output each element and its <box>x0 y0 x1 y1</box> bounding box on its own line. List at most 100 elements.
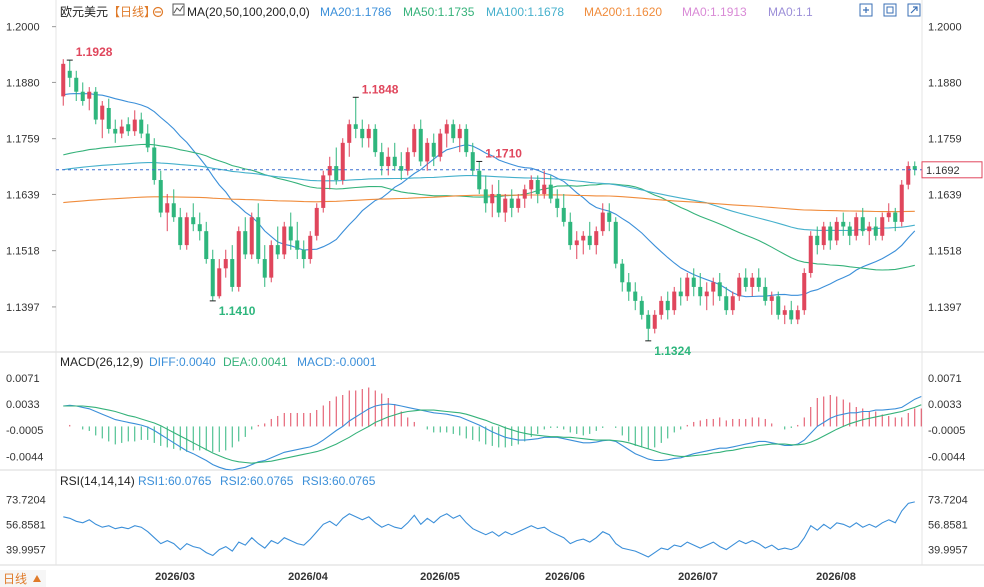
candle <box>210 249 215 301</box>
candle-body <box>236 231 241 287</box>
candle <box>607 203 612 232</box>
candle-body <box>262 259 267 278</box>
candle <box>672 286 677 315</box>
last-price-marker: 1.1692 <box>56 161 983 179</box>
candle <box>451 119 456 143</box>
candle <box>184 212 189 250</box>
candle-body <box>347 124 352 143</box>
indicator-chart-icon[interactable] <box>172 3 185 16</box>
candle <box>425 138 430 171</box>
candle-body <box>860 217 865 232</box>
candle <box>295 221 300 260</box>
candle <box>165 193 170 232</box>
candle <box>906 161 911 190</box>
candle <box>503 193 508 222</box>
candle <box>659 296 664 320</box>
candle <box>912 161 917 176</box>
candle-body <box>275 245 280 255</box>
ma-legend-item: MA100:1.1678 <box>486 5 564 19</box>
candle-body <box>366 128 371 139</box>
candle <box>652 310 657 334</box>
ma-legend-item: MA50:1.1735 <box>403 5 475 19</box>
candle <box>769 291 774 315</box>
period-dropdown-icon[interactable] <box>152 6 164 18</box>
restore-icon[interactable] <box>883 3 897 17</box>
settings-icon[interactable] <box>859 3 873 17</box>
caret-up-icon[interactable] <box>33 575 41 582</box>
ma-title: MA(20,50,100,200,0,0) <box>187 5 310 19</box>
macd-tick-label-right: 0.0071 <box>928 373 962 385</box>
candle-body <box>61 63 66 97</box>
footer-period-button[interactable]: 日线 <box>0 570 46 587</box>
macd-title: MACD(26,12,9) <box>60 355 143 369</box>
candle-body <box>633 291 638 301</box>
time-tick-label: 2026/08 <box>816 571 856 583</box>
candle-body <box>477 170 482 190</box>
candle <box>334 147 339 185</box>
footer-period-label[interactable]: 日线 <box>3 572 27 586</box>
macd-tick-label-left: 0.0033 <box>6 399 40 411</box>
candle <box>568 212 573 250</box>
candle-body <box>217 268 222 297</box>
candle-body <box>230 259 235 287</box>
candle <box>477 161 482 194</box>
candle <box>366 124 371 148</box>
ma-line-ma50 <box>63 143 915 271</box>
maximize-icon[interactable] <box>907 3 921 17</box>
candle <box>386 147 391 176</box>
time-tick-label: 2026/07 <box>678 571 718 583</box>
candle-body <box>555 198 560 208</box>
ma-legend-item: MA0:1.1 <box>768 5 813 19</box>
candle-body <box>737 277 742 297</box>
candle-body <box>80 91 85 102</box>
candle-body <box>548 184 553 199</box>
candle-body <box>646 314 651 329</box>
candle-body <box>165 203 170 213</box>
candle <box>704 282 709 311</box>
candle-body <box>249 217 254 255</box>
candle <box>776 291 781 320</box>
candle-body <box>282 226 287 255</box>
candle-body <box>386 156 391 167</box>
candle <box>256 203 261 264</box>
candle-body <box>418 128 423 162</box>
candle-body <box>854 217 859 236</box>
candle <box>67 60 72 88</box>
candle-body <box>581 235 586 241</box>
candle <box>61 59 66 106</box>
rsi-tick-label-right: 73.7204 <box>928 494 968 506</box>
candle <box>262 245 267 287</box>
candle-body <box>119 126 124 134</box>
period-label[interactable]: 【日线】 <box>108 5 156 19</box>
candle-body <box>301 249 306 260</box>
candle <box>490 184 495 218</box>
candle <box>204 221 209 264</box>
rsi-tick-label-left: 56.8581 <box>6 519 46 531</box>
candle <box>119 119 124 139</box>
candle-body <box>776 296 781 315</box>
candle-body <box>750 277 755 287</box>
candle-body <box>795 310 800 320</box>
candle <box>867 221 872 246</box>
candle <box>438 128 443 162</box>
candle <box>808 231 813 278</box>
candle-body <box>535 180 540 194</box>
candle <box>782 305 787 325</box>
candle-body <box>360 128 365 139</box>
candle-body <box>893 212 898 222</box>
candle-body <box>815 235 820 246</box>
macd-value: MACD:-0.0001 <box>297 355 377 369</box>
price-tick-label-left: 1.1880 <box>6 77 40 89</box>
price-tick-label-left: 1.1759 <box>6 134 40 146</box>
candle-body <box>457 128 462 139</box>
candle-body <box>529 180 534 190</box>
candle <box>789 300 794 325</box>
candle-body <box>132 119 137 132</box>
price-tick-label-right: 1.1759 <box>928 134 962 146</box>
time-axis: 2026/03 2026/04 2026/05 2026/06 2026/07 2026/… <box>155 571 856 583</box>
candle <box>626 272 631 301</box>
candle-body <box>672 291 677 311</box>
candle-body <box>191 217 196 225</box>
candle-body <box>412 128 417 153</box>
candle-body <box>308 235 313 260</box>
